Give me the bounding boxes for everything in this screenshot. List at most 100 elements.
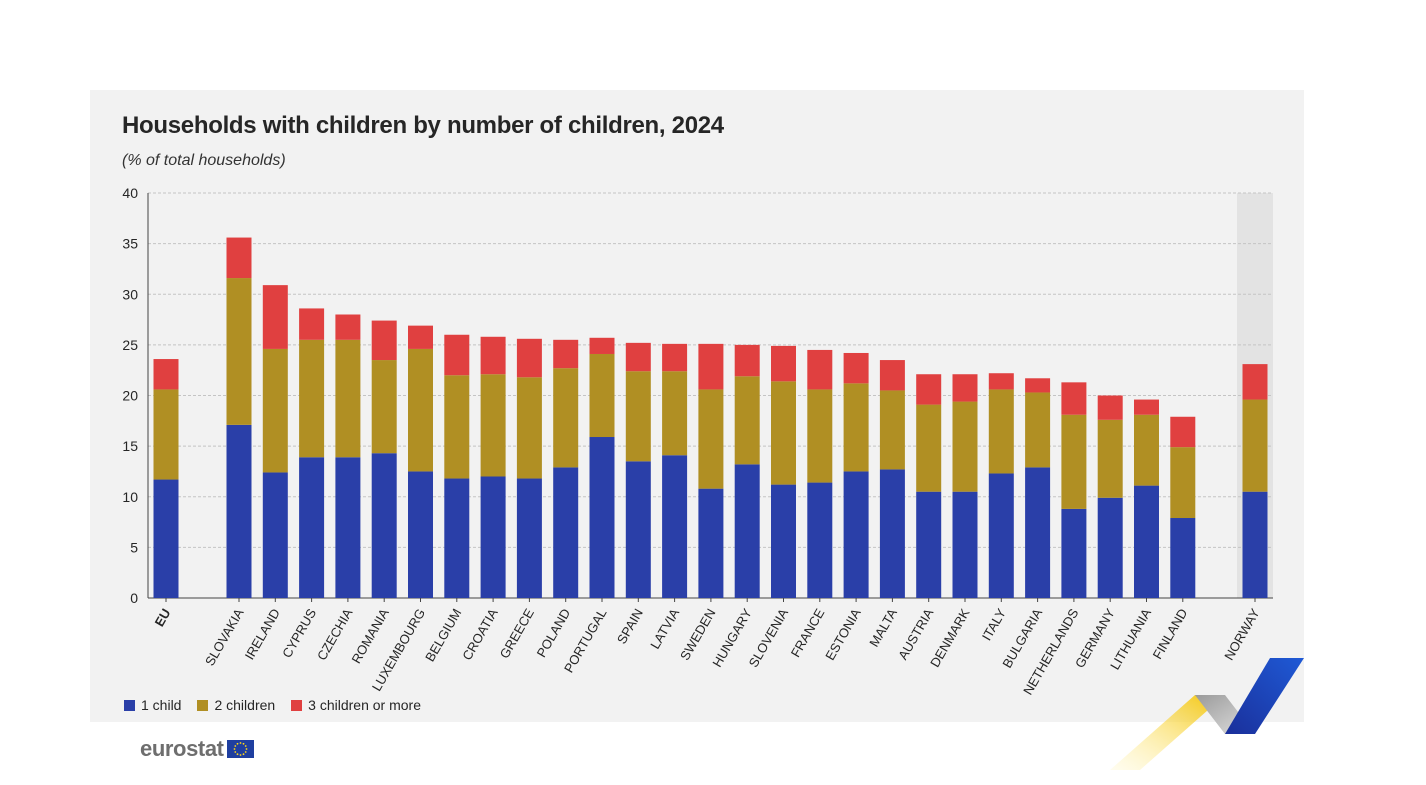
bar-eu-1-child <box>153 479 179 598</box>
bar-latvia-1-child <box>662 455 688 598</box>
bar-finland-1-child <box>1170 518 1196 598</box>
bar-spain-2-children <box>625 371 651 462</box>
bar-luxembourg-2-children <box>408 348 433 472</box>
legend-label-2-children: 2 children <box>214 697 276 713</box>
bar-latvia-3-children-or-more <box>662 343 688 372</box>
bar-latvia-2-children <box>662 371 688 456</box>
legend-label-3-children: 3 children or more <box>308 697 421 713</box>
bar-estonia-1-child <box>843 471 869 598</box>
bar-denmark-2-children <box>952 401 978 492</box>
bar-denmark-1-child <box>952 491 978 598</box>
x-tick-label: ESTONIA <box>822 606 864 663</box>
x-tick-label: IRELAND <box>242 606 283 662</box>
bar-bulgaria-1-child <box>1025 467 1051 598</box>
bar-slovenia-1-child <box>771 484 796 598</box>
bar-malta-2-children <box>879 390 905 470</box>
bar-netherlands-1-child <box>1061 508 1087 598</box>
bar-portugal-3-children-or-more <box>589 337 615 354</box>
bar-slovakia-3-children-or-more <box>226 237 252 279</box>
bar-spain-1-child <box>625 461 651 598</box>
eurostat-logo-text: eurostat <box>140 736 224 761</box>
bar-belgium-3-children-or-more <box>444 334 470 376</box>
x-tick-label: GREECE <box>497 606 538 661</box>
bar-croatia-3-children-or-more <box>480 336 506 375</box>
x-tick-label: SWEDEN <box>677 606 719 663</box>
bar-romania-1-child <box>371 453 397 598</box>
bar-ireland-1-child <box>262 472 288 598</box>
x-tick-label: MALTA <box>866 606 900 650</box>
y-tick-label: 40 <box>122 185 138 201</box>
bar-slovenia-3-children-or-more <box>771 345 796 382</box>
bar-norway-2-children <box>1242 399 1268 492</box>
legend-swatch-1-child <box>124 699 135 711</box>
bar-hungary-2-children <box>734 376 760 465</box>
bar-portugal-1-child <box>589 437 615 598</box>
bar-luxembourg-1-child <box>408 471 433 598</box>
bar-czechia-3-children-or-more <box>335 314 361 340</box>
y-tick-label: 5 <box>130 539 138 555</box>
x-tick-label: FRANCE <box>788 606 828 660</box>
bar-bulgaria-3-children-or-more <box>1025 378 1051 393</box>
x-tick-label: CROATIA <box>459 606 501 663</box>
bar-croatia-2-children <box>480 374 506 477</box>
bar-netherlands-2-children <box>1061 414 1087 509</box>
bar-estonia-2-children <box>843 383 869 472</box>
legend-swatch-3-children <box>291 699 303 711</box>
bar-lithuania-1-child <box>1134 485 1159 598</box>
bar-norway-1-child <box>1242 491 1268 598</box>
bar-hungary-1-child <box>734 464 760 598</box>
bar-luxembourg-3-children-or-more <box>408 325 433 349</box>
legend-item-3-children: 3 children or more <box>291 697 421 713</box>
bar-austria-2-children <box>916 404 942 492</box>
eurostat-logo: eurostat <box>140 736 254 762</box>
y-tick-label: 15 <box>122 438 138 454</box>
bar-greece-3-children-or-more <box>516 338 542 378</box>
bar-ireland-3-children-or-more <box>262 285 288 349</box>
bar-france-1-child <box>807 482 833 598</box>
bar-austria-3-children-or-more <box>916 374 942 405</box>
bar-eu-2-children <box>153 389 179 480</box>
bar-sweden-3-children-or-more <box>698 343 724 390</box>
x-tick-label: SLOVAKIA <box>202 606 247 669</box>
bar-poland-2-children <box>553 368 579 468</box>
bar-malta-3-children-or-more <box>879 360 905 391</box>
bar-portugal-2-children <box>589 353 615 438</box>
bar-hungary-3-children-or-more <box>734 344 760 377</box>
bar-ireland-2-children <box>262 348 288 473</box>
bar-italy-2-children <box>988 389 1014 474</box>
bar-italy-1-child <box>988 473 1014 598</box>
y-tick-label: 30 <box>122 286 138 302</box>
bar-cyprus-2-children <box>299 339 325 458</box>
bar-romania-3-children-or-more <box>371 320 397 361</box>
bar-slovenia-2-children <box>771 381 796 485</box>
bar-norway-3-children-or-more <box>1242 364 1268 400</box>
bar-bulgaria-2-children <box>1025 392 1051 468</box>
bar-sweden-1-child <box>698 488 724 598</box>
y-tick-label: 10 <box>122 489 138 505</box>
bar-belgium-2-children <box>444 375 470 479</box>
bar-slovakia-2-children <box>226 278 252 425</box>
chart-legend: 1 child 2 children 3 children or more <box>124 697 421 713</box>
bar-sweden-2-children <box>698 389 724 489</box>
bar-estonia-3-children-or-more <box>843 352 869 384</box>
y-tick-label: 20 <box>122 388 138 404</box>
x-tick-label: EU <box>152 606 174 629</box>
bar-france-2-children <box>807 389 833 483</box>
y-tick-label: 0 <box>130 590 138 606</box>
x-tick-label: POLAND <box>534 606 574 660</box>
bar-france-3-children-or-more <box>807 349 833 390</box>
x-tick-label: CYPRUS <box>279 606 319 661</box>
y-tick-label: 25 <box>122 337 138 353</box>
bar-eu-3-children-or-more <box>153 359 179 390</box>
bar-greece-2-children <box>516 377 542 479</box>
bar-malta-1-child <box>879 469 905 598</box>
bar-finland-2-children <box>1170 447 1196 519</box>
bar-czechia-1-child <box>335 457 361 598</box>
bar-lithuania-2-children <box>1134 414 1159 486</box>
bar-germany-2-children <box>1097 419 1123 498</box>
x-tick-label: AUSTRIA <box>895 606 936 663</box>
x-tick-label: ITALY <box>979 606 1009 643</box>
legend-item-1-child: 1 child <box>124 697 181 713</box>
bar-cyprus-3-children-or-more <box>299 308 325 340</box>
eu-flag-icon <box>226 740 254 758</box>
